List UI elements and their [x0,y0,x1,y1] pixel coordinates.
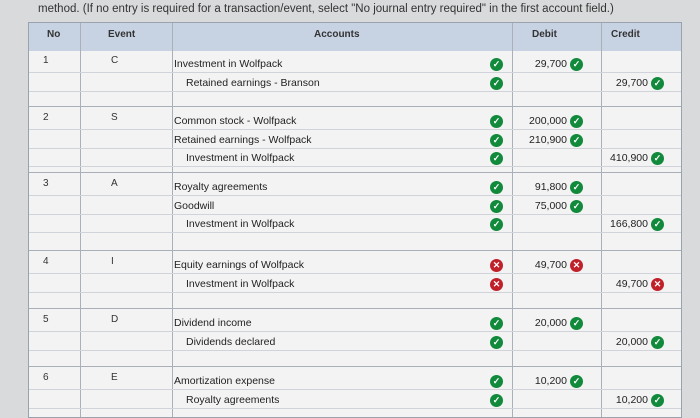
line-divider [29,195,681,196]
check-circle-icon: ✓ [651,76,664,90]
line-divider [29,90,681,92]
credit-field[interactable]: 49,700 [615,277,648,290]
row-divider [29,172,681,173]
account-field[interactable]: Royalty agreements [186,393,280,406]
check-circle-icon: ✓ [651,335,664,349]
line-divider [29,147,681,149]
credit-field[interactable]: 10,200 [615,393,648,406]
entry-number: 6 [43,372,49,383]
check-circle-icon: ✓ [490,199,503,213]
check-circle-icon: ✓ [570,375,583,388]
event-code: D [111,314,119,325]
account-field[interactable]: Amortization expense [174,375,275,387]
column-divider [80,23,81,417]
credit-field[interactable]: 410,900 [610,152,648,164]
row-divider [29,250,681,251]
header-debit: Debit [532,29,557,40]
header-credit: Credit [611,29,640,40]
row-divider [29,366,681,367]
check-circle-icon: ✓ [490,181,503,194]
entry-number: 2 [43,112,49,123]
check-circle-icon: ✓ [490,218,503,231]
line-divider [29,331,681,332]
check-circle-icon: ✓ [490,133,503,147]
instruction-text: method. (If no entry is required for a t… [38,3,614,15]
line-divider [29,213,681,215]
entry-number: 5 [43,314,49,325]
event-code: I [111,256,114,267]
row-divider [29,308,681,309]
check-circle-icon: ✓ [570,133,583,147]
account-field[interactable]: Investment in Wolfpack [174,58,283,70]
account-field[interactable]: Dividends declared [186,335,276,348]
debit-field[interactable]: 49,700 [534,259,567,271]
debit-field[interactable]: 10,200 [534,375,567,387]
account-field[interactable]: Investment in Wolfpack [186,218,295,230]
account-field[interactable]: Retained earnings - Wolfpack [174,133,312,146]
line-divider [29,349,681,351]
entry-number: 4 [43,256,49,267]
header-event: Event [108,29,136,40]
credit-field[interactable]: 166,800 [610,218,648,230]
check-circle-icon: ✓ [651,152,664,165]
account-field[interactable]: Goodwill [174,199,215,212]
x-circle-icon: ✕ [651,277,664,291]
line-divider [29,72,681,73]
line-divider [29,166,681,167]
check-circle-icon: ✓ [490,335,503,349]
check-circle-icon: ✓ [490,58,503,71]
debit-field[interactable]: 29,700 [534,58,567,70]
check-circle-icon: ✓ [570,58,583,71]
debit-field[interactable]: 200,000 [529,115,567,127]
x-circle-icon: ✕ [570,259,583,272]
event-code: C [111,55,119,66]
header-no: No [47,29,61,40]
account-field[interactable]: Royalty agreements [174,181,268,193]
check-circle-icon: ✓ [490,152,503,165]
debit-field[interactable]: 75,000 [534,199,567,212]
check-circle-icon: ✓ [570,317,583,330]
check-circle-icon: ✓ [490,115,503,128]
line-divider [29,291,681,293]
check-circle-icon: ✓ [651,393,664,407]
credit-field[interactable]: 20,000 [615,335,648,348]
account-field[interactable]: Retained earnings - Branson [186,76,320,89]
row-divider [29,106,681,107]
x-circle-icon: ✕ [490,277,503,291]
account-field[interactable]: Investment in Wolfpack [186,152,295,164]
entry-number: 3 [43,178,49,189]
debit-field[interactable]: 210,900 [529,133,567,146]
account-field[interactable]: Investment in Wolfpack [186,277,295,290]
table-header: No Event Accounts Debit Credit [29,23,681,51]
check-circle-icon: ✓ [570,199,583,213]
column-divider [601,23,602,417]
column-divider [512,23,513,417]
line-divider [29,273,681,274]
event-code: A [111,178,118,189]
debit-field[interactable]: 20,000 [534,317,567,329]
event-code: E [111,372,118,383]
line-divider [29,232,681,233]
check-circle-icon: ✓ [570,181,583,194]
credit-field[interactable]: 29,700 [615,76,648,89]
journal-entries-table: No Event Accounts Debit Credit 1 C Investm… [28,22,682,418]
header-accounts: Accounts [314,29,360,40]
entry-number: 1 [43,55,49,66]
check-circle-icon: ✓ [490,76,503,90]
line-divider [29,407,681,409]
x-circle-icon: ✕ [490,259,503,272]
account-field[interactable]: Equity earnings of Wolfpack [174,259,304,271]
event-code: S [111,112,118,123]
account-field[interactable]: Common stock - Wolfpack [174,115,297,127]
check-circle-icon: ✓ [490,317,503,330]
check-circle-icon: ✓ [490,393,503,407]
check-circle-icon: ✓ [651,218,664,231]
debit-field[interactable]: 91,800 [534,181,567,193]
line-divider [29,389,681,390]
column-divider [172,23,173,417]
line-divider [29,129,681,130]
check-circle-icon: ✓ [490,375,503,388]
check-circle-icon: ✓ [570,115,583,128]
account-field[interactable]: Dividend income [174,317,252,329]
